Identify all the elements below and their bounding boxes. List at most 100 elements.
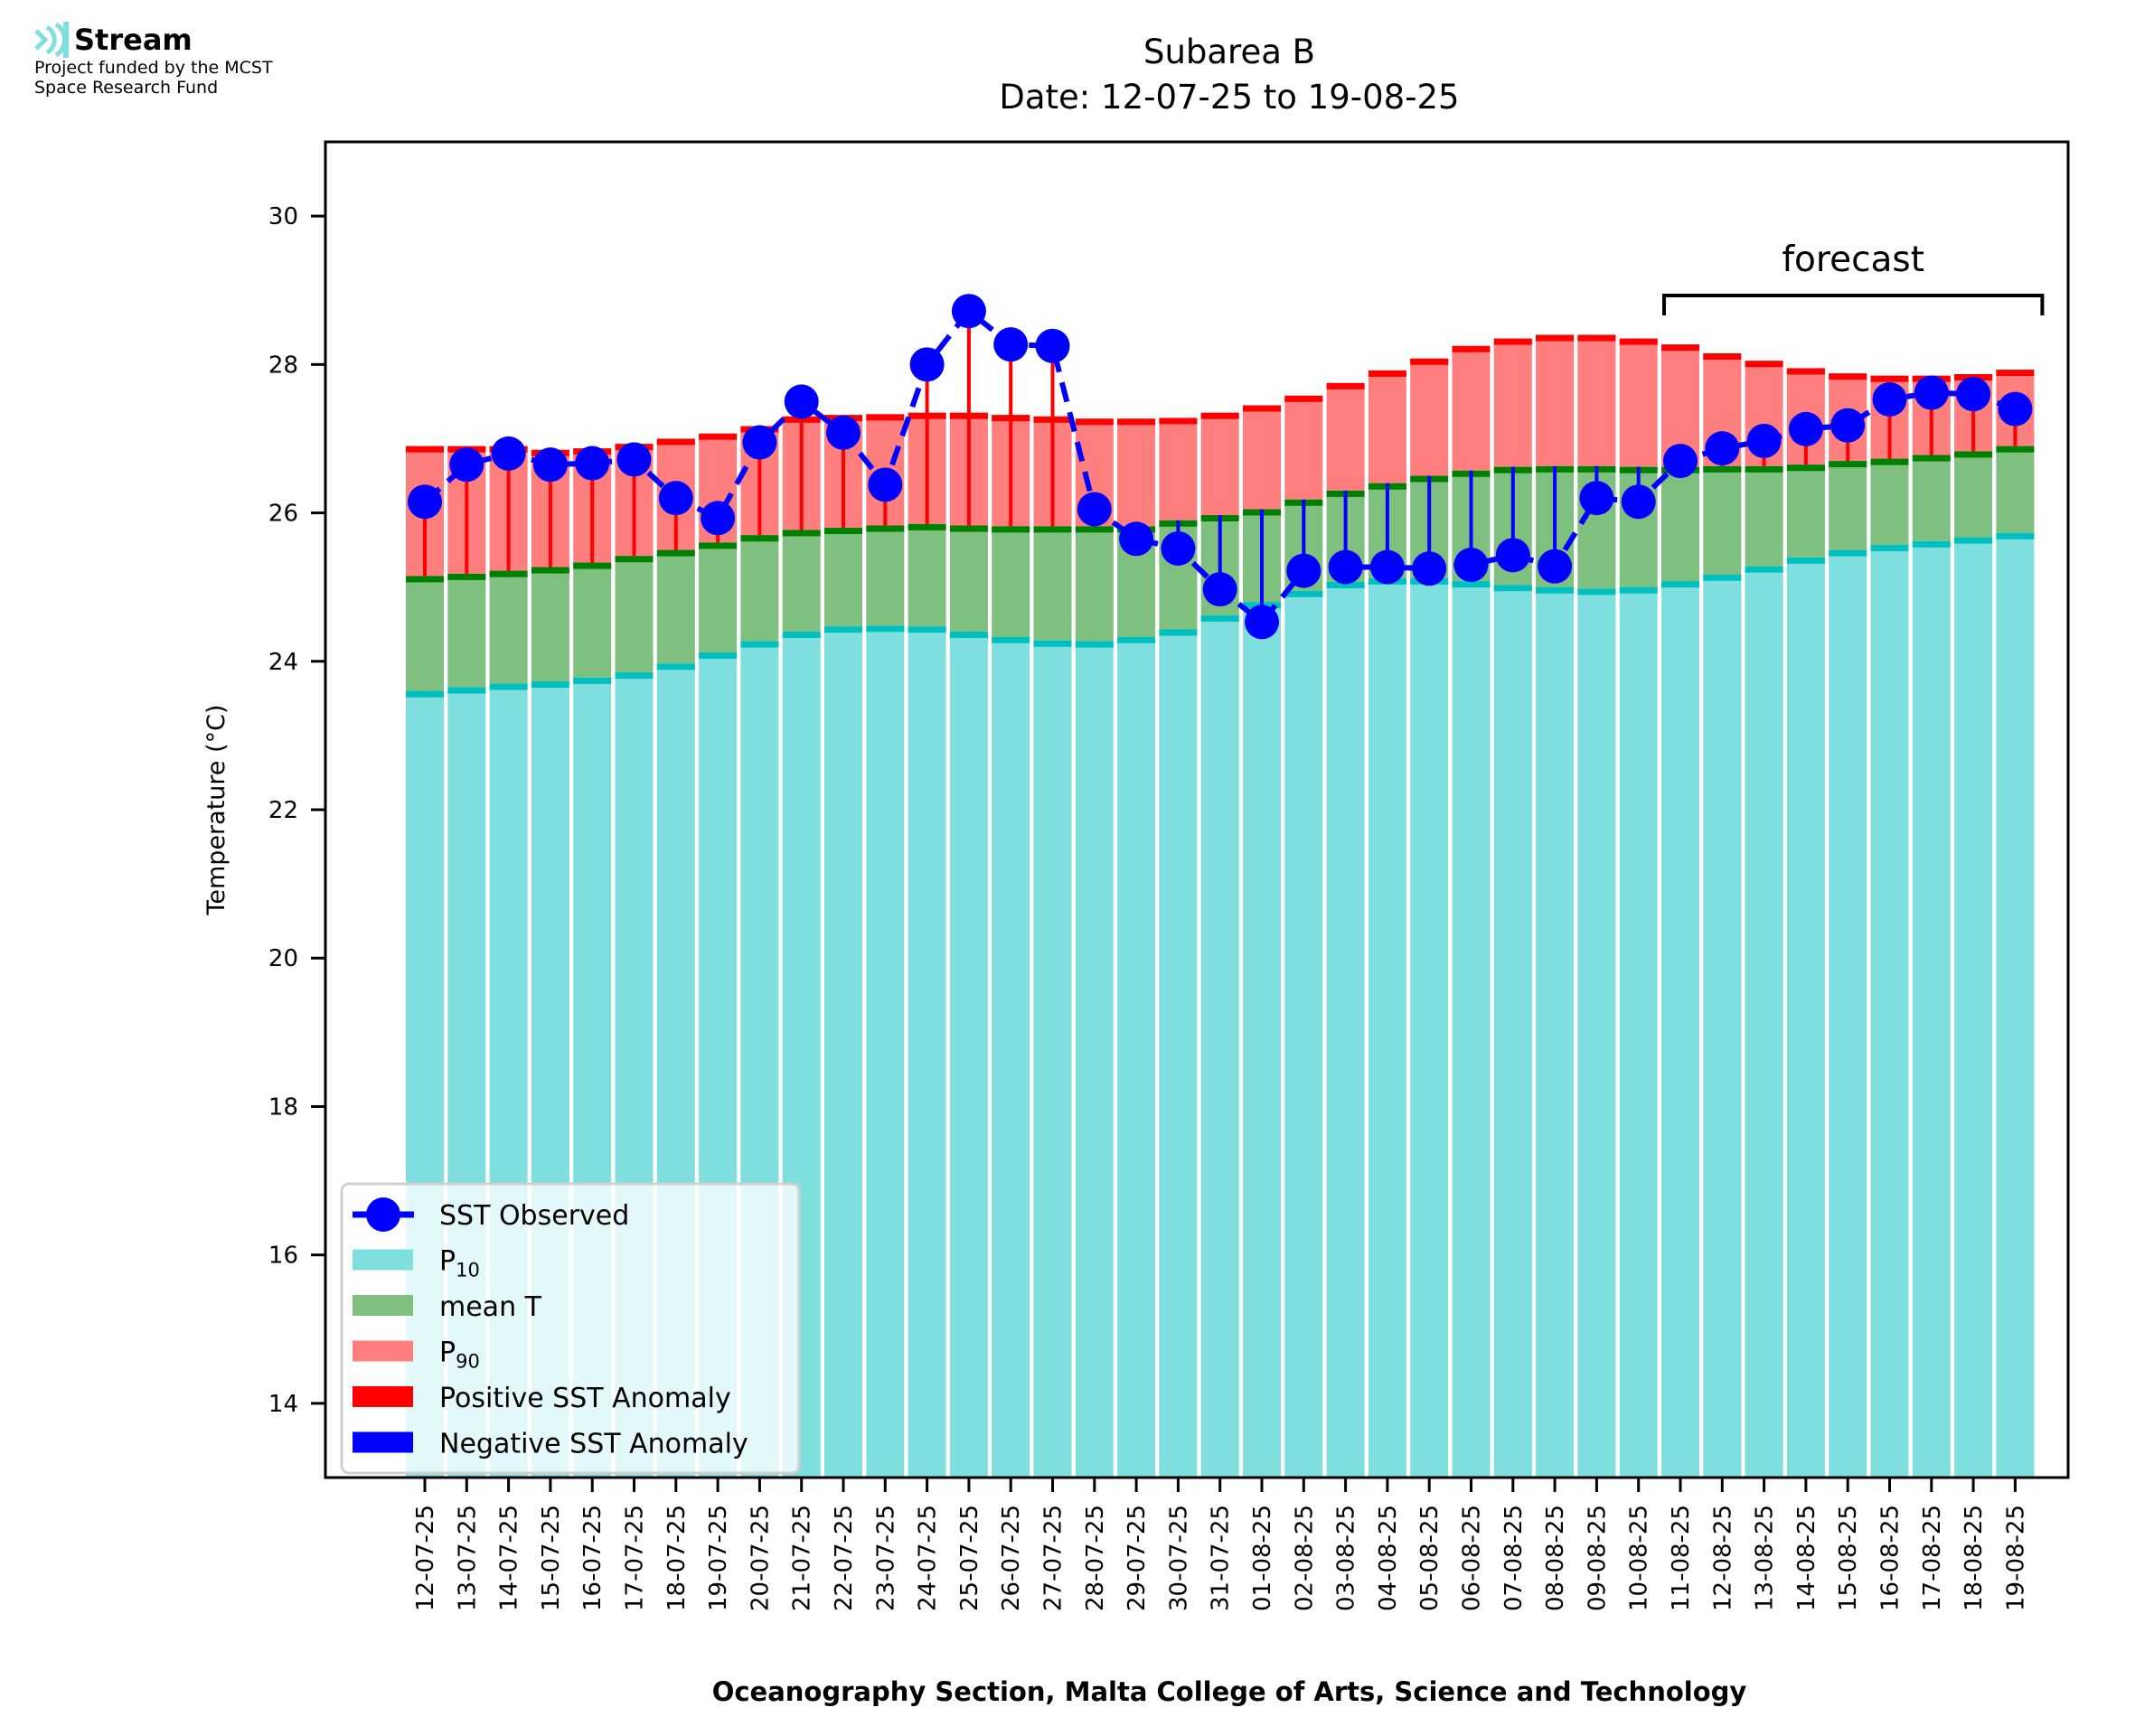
y-tick-label: 18 — [268, 1093, 298, 1121]
logo-line1: Project funded by the MCST — [34, 58, 273, 78]
sst-point — [701, 501, 736, 536]
bar-p10-edge — [740, 641, 779, 648]
bar-mean-edge — [908, 523, 946, 530]
bar-p10-edge — [1954, 537, 1993, 544]
bar-p10 — [1619, 586, 1658, 1478]
sst-point — [1161, 530, 1196, 566]
bar-mean — [699, 542, 738, 652]
x-tick-label: 07-08-25 — [1500, 1505, 1528, 1611]
y-tick-label: 30 — [268, 203, 298, 230]
bar-p10 — [1284, 590, 1323, 1478]
x-tick-label: 11-08-25 — [1668, 1505, 1695, 1611]
x-tick-label: 28-07-25 — [1082, 1505, 1109, 1611]
sst-point — [1621, 484, 1656, 520]
bar-p10-edge — [615, 672, 654, 680]
legend-label-sst: SST Observed — [439, 1200, 629, 1232]
x-axis-label: Oceanography Section, Malta College of A… — [712, 1676, 1747, 1707]
bar-p90-edge — [1745, 361, 1783, 368]
bar-mean — [1786, 464, 1825, 558]
bar-p90 — [1159, 418, 1198, 521]
bar-mean-edge — [489, 570, 528, 577]
bar-p10 — [908, 626, 946, 1478]
x-tick-label: 05-08-25 — [1416, 1505, 1444, 1611]
x-tick-label: 14-07-25 — [496, 1505, 523, 1611]
bar-p10-edge — [824, 626, 862, 633]
bar-p10 — [1117, 636, 1156, 1478]
bar-p90 — [1452, 345, 1491, 471]
sst-point — [1579, 481, 1614, 516]
bar-p90 — [1493, 338, 1532, 467]
bar-p10 — [1368, 577, 1406, 1478]
x-tick-label: 01-08-25 — [1249, 1505, 1276, 1611]
bar-p10-edge — [1284, 590, 1323, 597]
sst-point — [1245, 605, 1279, 640]
legend-swatch-p90 — [353, 1340, 413, 1362]
bar-p90-edge — [1200, 412, 1239, 419]
bar-p10-edge — [1996, 532, 2035, 540]
bar-p10-edge — [1452, 581, 1491, 588]
bar-p10-edge — [699, 652, 738, 659]
bar-p90-edge — [656, 438, 695, 446]
x-tick-label: 25-07-25 — [956, 1505, 983, 1611]
bar-mean — [447, 573, 486, 688]
bar-p90 — [1326, 382, 1365, 491]
x-tick-label: 03-08-25 — [1333, 1505, 1360, 1611]
bar-mean-edge — [866, 525, 905, 532]
bar-p10-edge — [447, 687, 486, 694]
bar-mean-edge — [992, 526, 1030, 533]
x-tick-label: 20-07-25 — [747, 1505, 774, 1611]
bar-p10-edge — [1117, 636, 1156, 643]
bar-p10-edge — [1200, 615, 1239, 622]
sst-point — [575, 446, 610, 481]
x-tick-label: 27-07-25 — [1040, 1505, 1068, 1611]
bar-p90-edge — [1159, 418, 1198, 425]
bar-mean — [782, 530, 821, 632]
bar-mean-edge — [1745, 465, 1783, 473]
bar-mean-edge — [1703, 465, 1742, 473]
bar-p90-edge — [1075, 418, 1114, 426]
bar-p10 — [1577, 588, 1616, 1478]
sst-point — [1705, 431, 1740, 466]
x-tick-label: 15-08-25 — [1835, 1505, 1862, 1611]
bar-p90 — [1410, 358, 1449, 476]
bar-mean-edge — [740, 535, 779, 542]
bar-p10 — [1452, 581, 1491, 1478]
bar-p90 — [1619, 338, 1658, 467]
y-tick-label: 14 — [268, 1391, 298, 1418]
bar-mean-edge — [1033, 526, 1072, 533]
bar-p90 — [1577, 334, 1616, 466]
bar-p90-edge — [1284, 395, 1323, 402]
sst-point — [1914, 375, 1949, 410]
sst-point — [1119, 521, 1154, 557]
sst-point — [1412, 551, 1447, 586]
bar-mean — [740, 535, 779, 642]
x-tick-label: 06-08-25 — [1459, 1505, 1486, 1611]
bar-mean-edge — [699, 542, 738, 549]
x-tick-label: 12-07-25 — [412, 1505, 439, 1611]
sst-point — [1202, 572, 1237, 607]
sst-point — [742, 425, 777, 460]
bar-p10 — [1493, 585, 1532, 1478]
x-tick-label: 16-07-25 — [579, 1505, 607, 1611]
sst-point — [616, 442, 652, 477]
bar-p10-edge — [1870, 544, 1909, 551]
sst-point — [1998, 391, 2033, 427]
bar-p90 — [1243, 405, 1281, 510]
bar-p90 — [1117, 418, 1156, 527]
chart-subtitle: Date: 12-07-25 to 19-08-25 — [999, 78, 1459, 117]
bar-mean-edge — [573, 562, 612, 569]
bar-p10-edge — [1075, 641, 1114, 648]
x-tick-label: 14-08-25 — [1793, 1505, 1820, 1611]
bar-mean — [908, 523, 946, 627]
bar-mean — [531, 567, 569, 681]
bar-p10 — [1536, 586, 1575, 1478]
bar-p10 — [1661, 581, 1699, 1478]
bar-p10 — [1829, 549, 1867, 1478]
bar-mean-edge — [1786, 464, 1825, 472]
legend-swatch-sst-marker — [366, 1197, 400, 1232]
logo: Stream Project funded by the MCST Space … — [34, 22, 273, 98]
sst-point — [1286, 553, 1322, 588]
bar-p90 — [1536, 334, 1575, 466]
bar-mean-edge — [782, 530, 821, 537]
bar-mean — [824, 527, 862, 627]
